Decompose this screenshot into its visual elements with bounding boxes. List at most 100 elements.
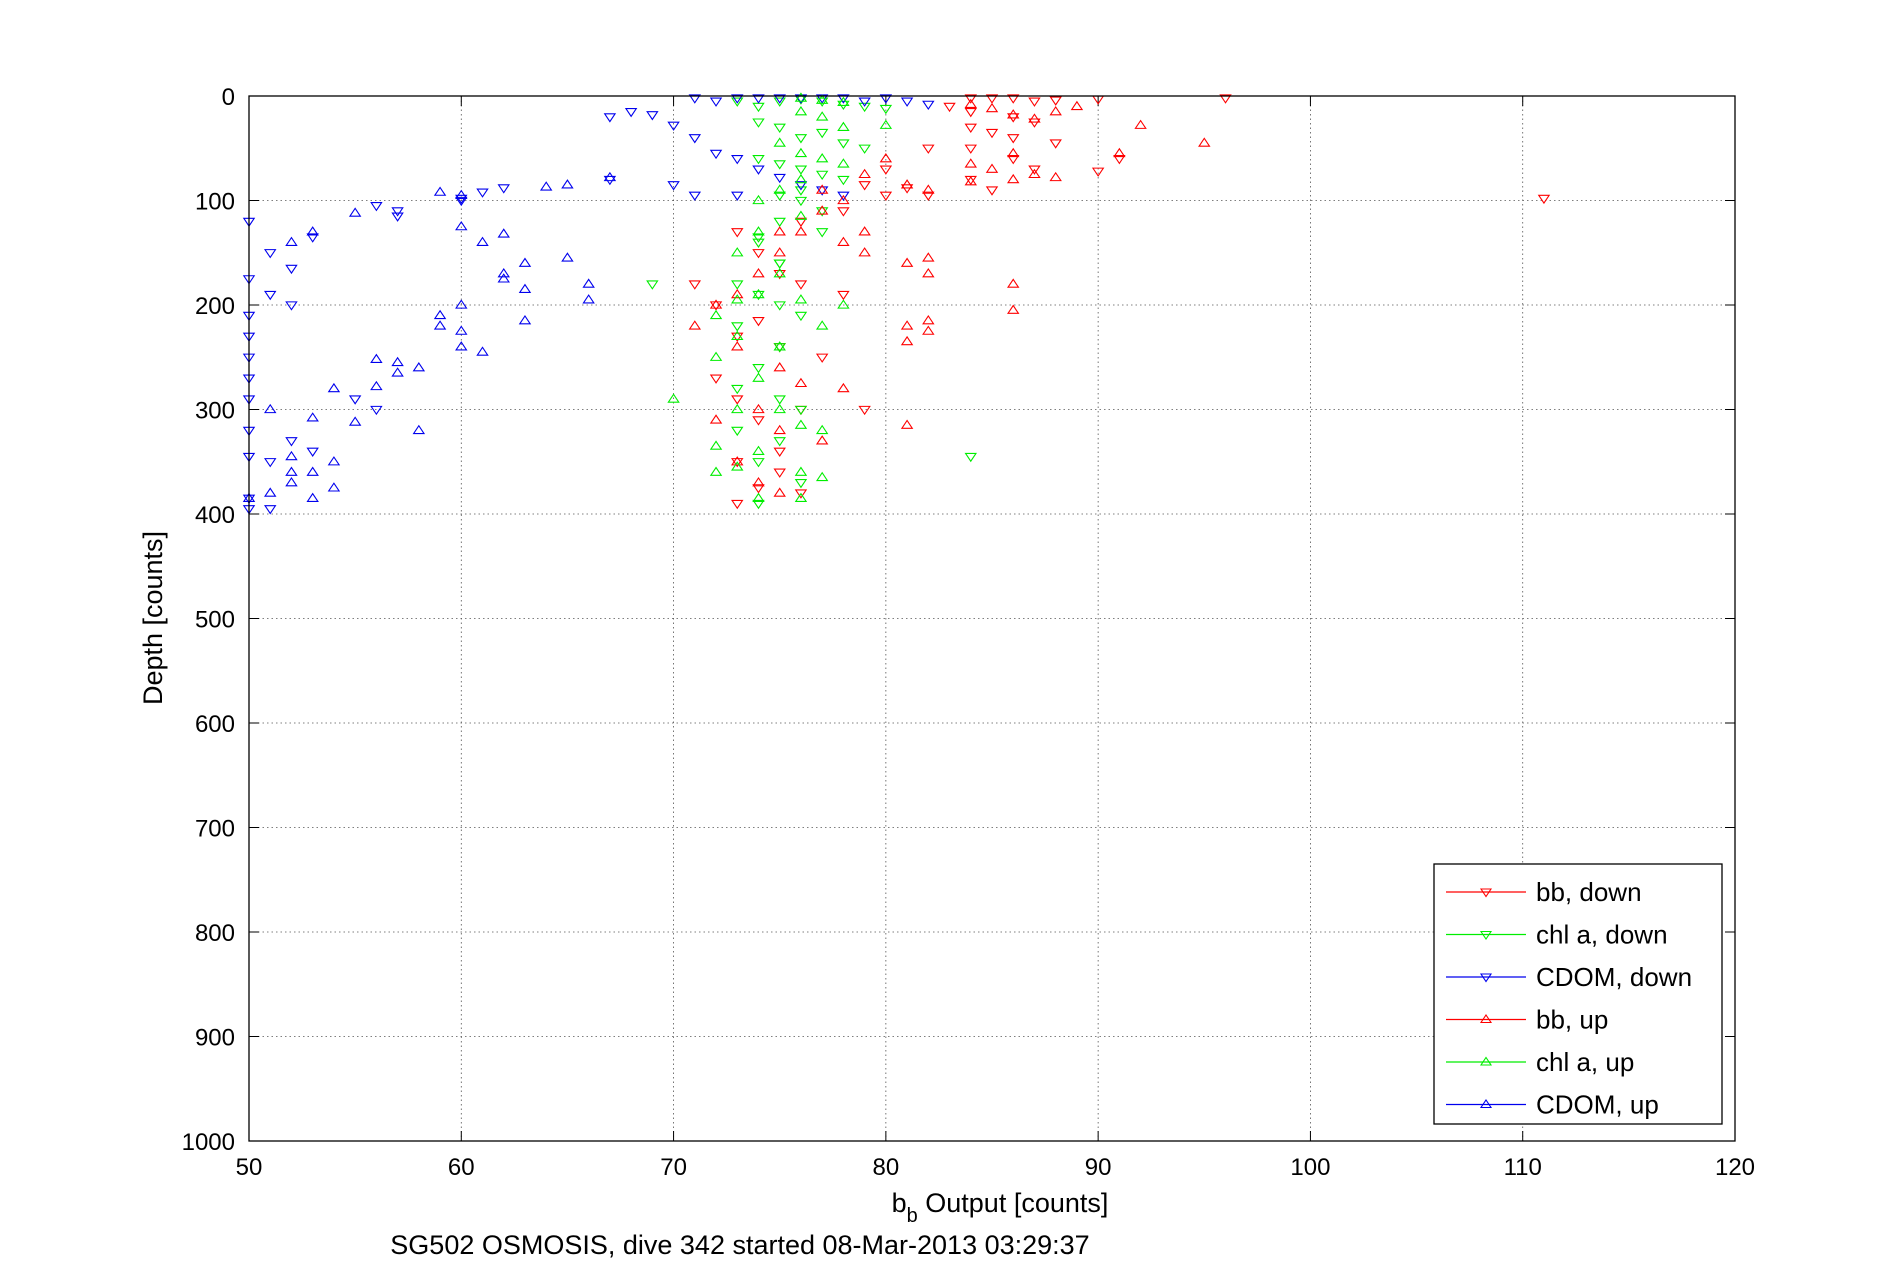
data-point (497, 184, 510, 194)
data-point (264, 458, 277, 468)
data-point (731, 384, 744, 395)
data-point (752, 492, 765, 502)
series-chl-a-up (667, 92, 893, 502)
data-point (709, 374, 723, 384)
data-point (1198, 137, 1211, 147)
data-point (455, 194, 468, 205)
data-point (731, 97, 744, 107)
data-point (285, 264, 298, 275)
data-point (752, 155, 765, 165)
data-point (688, 191, 702, 201)
data-point (1028, 168, 1041, 179)
data-point (1028, 118, 1041, 128)
data-point (709, 466, 723, 476)
data-point (837, 94, 850, 104)
data-point (731, 341, 744, 351)
data-point (858, 102, 871, 113)
data-point (370, 202, 383, 212)
data-point (773, 94, 786, 104)
data-point (794, 186, 808, 196)
data-point (794, 226, 808, 236)
data-point (731, 288, 744, 299)
y-tick-label: 0 (222, 84, 235, 111)
data-point (879, 153, 893, 163)
x-tick-label: 100 (1290, 1154, 1330, 1181)
data-point (837, 139, 850, 149)
data-point (837, 175, 850, 186)
data-point (603, 171, 617, 182)
data-point (1007, 94, 1020, 104)
legend-item: bb, up (1446, 1005, 1608, 1035)
legend-item: bb, down (1446, 877, 1642, 907)
data-point (773, 343, 786, 353)
data-point (794, 466, 808, 476)
data-point (794, 134, 808, 144)
data-point (264, 290, 277, 301)
data-point (794, 311, 808, 322)
data-point (837, 194, 850, 205)
x-tick-label: 50 (236, 1154, 263, 1181)
y-tick-label: 600 (195, 711, 235, 738)
data-point (773, 437, 786, 447)
caption: SG502 OSMOSIS, dive 342 started 08-Mar-2… (390, 1230, 1089, 1260)
data-point (264, 249, 277, 259)
data-point (922, 315, 935, 325)
data-point (815, 228, 829, 238)
data-point (370, 380, 383, 391)
data-point (773, 97, 786, 107)
data-point (285, 236, 298, 246)
data-point (837, 382, 850, 393)
data-point (1219, 94, 1232, 104)
data-point (306, 466, 319, 476)
data-point (773, 267, 786, 278)
data-point (709, 149, 723, 160)
data-point (922, 267, 935, 278)
data-point (306, 233, 319, 243)
data-point (731, 332, 744, 343)
data-point (731, 499, 744, 510)
x-tick-label: 80 (873, 1154, 900, 1181)
data-point (900, 184, 914, 194)
data-point (455, 341, 468, 351)
data-point (879, 104, 893, 115)
data-point (731, 403, 744, 414)
data-point (794, 106, 808, 116)
data-point (773, 301, 786, 311)
data-point (285, 450, 298, 461)
data-point (709, 301, 723, 311)
data-point (1007, 109, 1020, 119)
data-point (412, 424, 426, 435)
data-point (306, 412, 319, 422)
data-point (731, 94, 744, 104)
series-cdom-down (242, 94, 935, 515)
data-point (731, 322, 744, 332)
data-point (1028, 97, 1041, 107)
data-point (773, 247, 786, 257)
data-point (752, 249, 765, 259)
data-point (858, 247, 871, 257)
data-point (964, 144, 977, 154)
data-point (370, 405, 383, 416)
data-point (731, 228, 744, 238)
data-point (476, 346, 489, 356)
legend: bb, down chl a, down CDOM, down bb, up chl a… (1433, 863, 1723, 1125)
data-point (752, 94, 765, 104)
data-point (837, 236, 850, 246)
data-point (773, 191, 786, 201)
data-point (900, 320, 914, 330)
x-tick-label: 60 (448, 1154, 475, 1181)
data-point (752, 233, 765, 243)
data-point (391, 367, 404, 377)
data-point (264, 487, 277, 497)
data-point (943, 102, 956, 113)
data-point (900, 97, 914, 107)
data-point (794, 217, 808, 228)
data-point (815, 170, 829, 181)
data-point (794, 94, 808, 104)
data-point (731, 458, 744, 468)
data-point (752, 165, 765, 175)
data-point (731, 247, 744, 257)
data-point (1113, 147, 1126, 158)
data-point (752, 476, 765, 487)
data-point (879, 94, 893, 104)
